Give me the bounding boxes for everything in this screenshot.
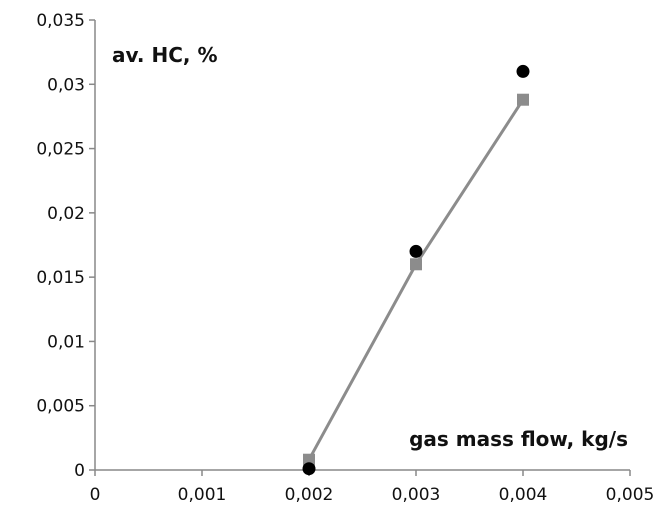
series-layer [302, 64, 530, 476]
x-tick-label: 0,005 [606, 485, 655, 505]
x-axis-label: gas mass flow, kg/s [409, 427, 628, 451]
y-tick-label: 0,025 [36, 140, 85, 160]
square-point [410, 258, 422, 271]
circle-point [302, 462, 316, 476]
plot-area: 0 0,005 0,01 0,015 0,02 0,025 0,03 0,035 0 0,001… [36, 11, 654, 505]
x-tick-label: 0,004 [499, 485, 548, 505]
x-tick-label: 0,002 [285, 485, 334, 505]
x-tick-label: 0,003 [392, 485, 441, 505]
circle-point [516, 64, 530, 78]
y-tick-label: 0 [74, 461, 85, 481]
y-tick-label: 0,01 [47, 332, 85, 352]
y-axis-ticks: 0 0,005 0,01 0,015 0,02 0,025 0,03 0,035 [36, 11, 95, 481]
y-tick-label: 0,02 [47, 204, 85, 224]
circle-point [409, 244, 423, 258]
series-line [307, 98, 525, 461]
y-tick-label: 0,015 [36, 268, 85, 288]
y-axis-label: av. HC, % [112, 43, 217, 67]
x-axis-ticks: 0 0,001 0,002 0,003 0,004 0,005 [90, 470, 655, 505]
square-point [517, 93, 529, 106]
y-tick-label: 0,03 [47, 75, 85, 95]
x-tick-label: 0 [90, 485, 101, 505]
x-tick-label: 0,001 [178, 485, 227, 505]
y-tick-label: 0,035 [36, 11, 85, 31]
y-tick-label: 0,005 [36, 397, 85, 417]
square-point [303, 453, 315, 466]
